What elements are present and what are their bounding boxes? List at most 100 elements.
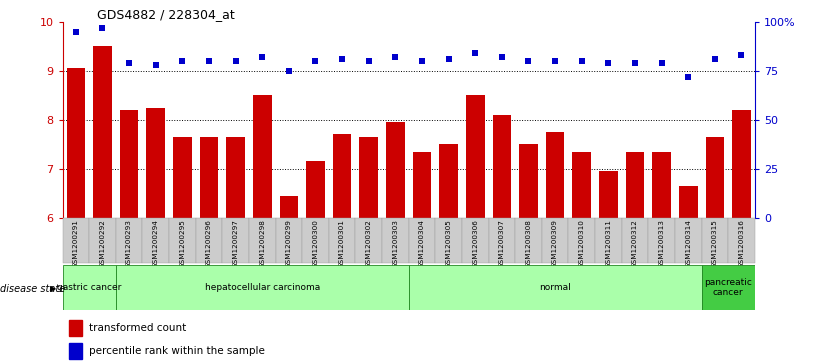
Bar <box>382 218 409 263</box>
Text: GSM1200291: GSM1200291 <box>73 219 79 268</box>
Bar <box>302 218 329 263</box>
Bar <box>173 137 192 218</box>
Bar <box>626 152 645 218</box>
Text: GSM1200310: GSM1200310 <box>579 219 585 268</box>
Bar <box>279 196 299 218</box>
Bar <box>515 218 542 263</box>
Text: GSM1200306: GSM1200306 <box>472 219 478 268</box>
Point <box>335 56 349 62</box>
Point <box>549 58 562 64</box>
Text: hepatocellular carcinoma: hepatocellular carcinoma <box>204 283 320 292</box>
Text: transformed count: transformed count <box>89 323 186 333</box>
Bar <box>679 186 697 218</box>
Bar <box>462 218 489 263</box>
Bar <box>599 171 618 218</box>
Text: GSM1200297: GSM1200297 <box>233 219 239 268</box>
Bar <box>120 110 138 218</box>
Bar <box>63 218 89 263</box>
Bar <box>732 110 751 218</box>
Bar <box>196 218 223 263</box>
Text: GSM1200301: GSM1200301 <box>339 219 345 268</box>
Bar <box>223 218 249 263</box>
Bar <box>519 144 538 218</box>
Point <box>123 60 136 66</box>
Bar <box>253 95 272 218</box>
Bar <box>143 218 169 263</box>
Text: percentile rank within the sample: percentile rank within the sample <box>89 346 264 356</box>
Text: GSM1200313: GSM1200313 <box>659 219 665 268</box>
Bar <box>648 218 675 263</box>
Bar <box>701 218 728 263</box>
Point <box>522 58 535 64</box>
Text: GSM1200300: GSM1200300 <box>313 219 319 268</box>
Point <box>442 56 455 62</box>
Point <box>708 56 721 62</box>
Bar <box>355 218 382 263</box>
Text: normal: normal <box>540 283 571 292</box>
Bar <box>199 137 219 218</box>
Bar <box>226 137 245 218</box>
Text: ▶: ▶ <box>50 284 57 293</box>
Bar <box>409 265 701 310</box>
Bar <box>67 68 85 218</box>
Bar <box>63 265 116 310</box>
Text: GSM1200308: GSM1200308 <box>525 219 531 268</box>
Bar <box>675 218 701 263</box>
Text: GSM1200312: GSM1200312 <box>632 219 638 268</box>
Text: GSM1200315: GSM1200315 <box>712 219 718 268</box>
Point <box>495 54 509 60</box>
Bar <box>409 218 435 263</box>
Text: pancreatic
cancer: pancreatic cancer <box>704 278 752 297</box>
Text: GSM1200304: GSM1200304 <box>419 219 425 268</box>
Point <box>601 60 615 66</box>
Point <box>628 60 641 66</box>
Bar <box>89 218 116 263</box>
Bar <box>595 218 621 263</box>
Text: GSM1200296: GSM1200296 <box>206 219 212 268</box>
Bar <box>413 152 431 218</box>
Bar <box>359 137 378 218</box>
Point <box>469 50 482 56</box>
Bar <box>329 218 355 263</box>
Bar <box>69 343 82 359</box>
Point <box>255 54 269 60</box>
Point <box>415 58 429 64</box>
Point <box>229 58 243 64</box>
Bar <box>466 95 485 218</box>
Text: GSM1200314: GSM1200314 <box>686 219 691 268</box>
Bar <box>306 162 324 218</box>
Point <box>681 74 695 79</box>
Text: GSM1200305: GSM1200305 <box>445 219 451 268</box>
Text: GSM1200295: GSM1200295 <box>179 219 185 268</box>
Text: GSM1200303: GSM1200303 <box>392 219 399 268</box>
Point <box>309 58 322 64</box>
Text: GSM1200294: GSM1200294 <box>153 219 158 268</box>
Point <box>389 54 402 60</box>
Bar <box>440 144 458 218</box>
Bar <box>333 134 351 218</box>
Text: gastric cancer: gastric cancer <box>57 283 122 292</box>
Point <box>69 29 83 34</box>
Point <box>176 58 189 64</box>
Text: GSM1200299: GSM1200299 <box>286 219 292 268</box>
Bar <box>435 218 462 263</box>
Text: GSM1200302: GSM1200302 <box>366 219 372 268</box>
Bar <box>706 137 724 218</box>
Point <box>575 58 589 64</box>
Point <box>149 62 163 68</box>
Bar <box>275 218 302 263</box>
Bar <box>69 321 82 336</box>
Text: GSM1200292: GSM1200292 <box>99 219 105 268</box>
Bar <box>569 218 595 263</box>
Point <box>655 60 668 66</box>
Bar <box>93 46 112 218</box>
Point <box>282 68 295 74</box>
Bar <box>545 132 565 218</box>
Bar <box>542 218 569 263</box>
Point <box>203 58 216 64</box>
Bar <box>116 218 143 263</box>
Bar <box>728 218 755 263</box>
Text: GSM1200311: GSM1200311 <box>605 219 611 268</box>
Bar <box>147 107 165 218</box>
Bar <box>249 218 275 263</box>
